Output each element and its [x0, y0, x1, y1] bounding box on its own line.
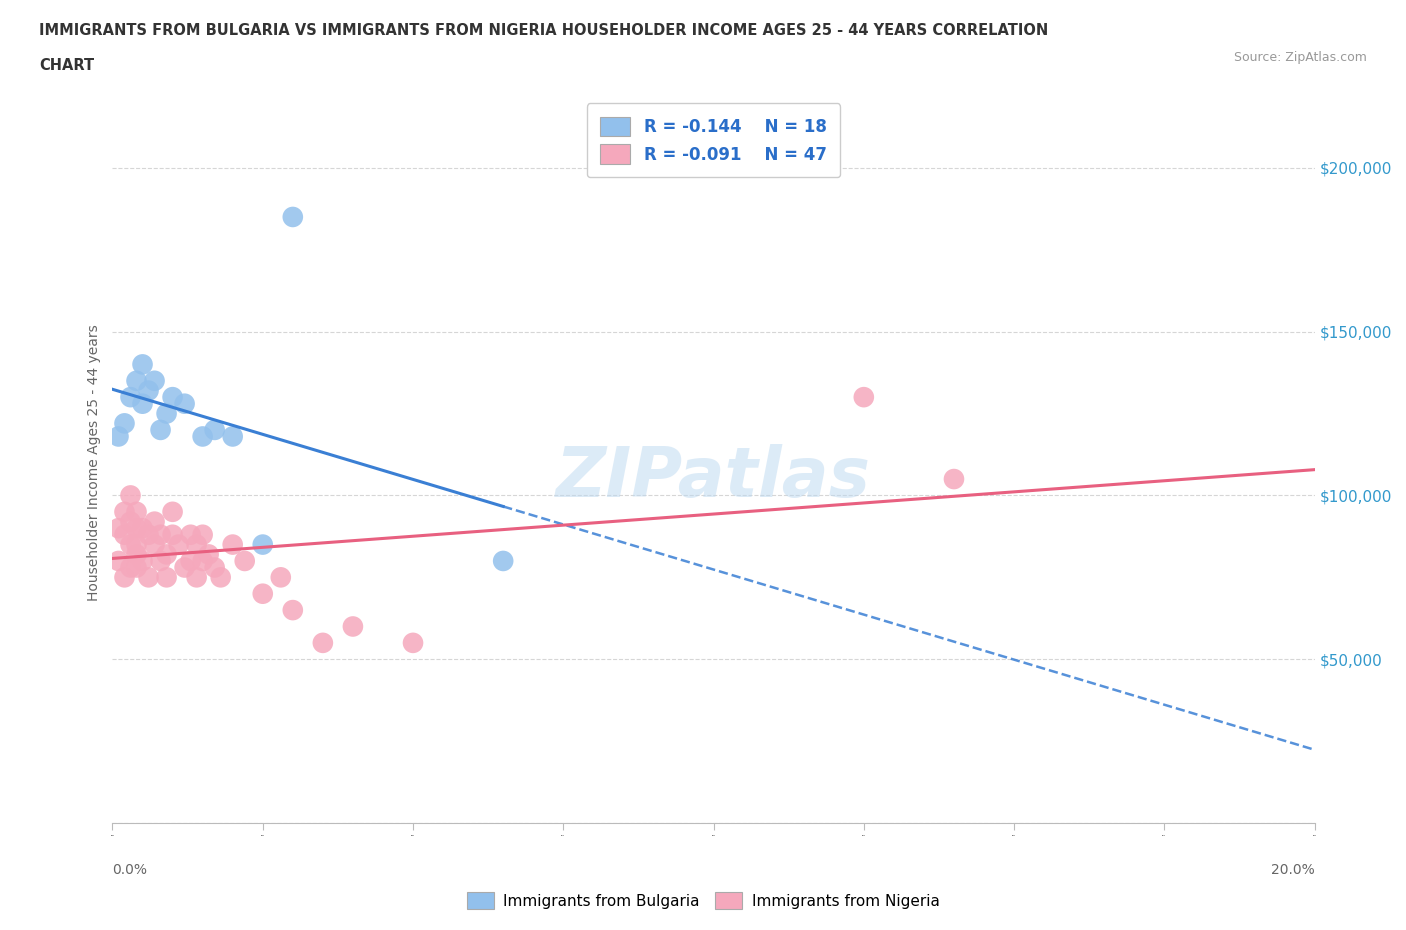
- Point: [155, 570, 177, 585]
- Text: ZIPatlas: ZIPatlas: [555, 444, 872, 511]
- Point: [114, 570, 136, 585]
- Point: [270, 570, 292, 585]
- Point: [120, 488, 142, 503]
- Point: [125, 560, 148, 575]
- Point: [173, 396, 195, 411]
- Point: [107, 429, 129, 444]
- Point: [149, 527, 172, 542]
- Point: [131, 396, 153, 411]
- Point: [125, 521, 148, 536]
- Point: [197, 547, 219, 562]
- Point: [114, 527, 136, 542]
- Point: [143, 373, 166, 388]
- Point: [107, 521, 129, 536]
- Text: IMMIGRANTS FROM BULGARIA VS IMMIGRANTS FROM NIGERIA HOUSEHOLDER INCOME AGES 25 -: IMMIGRANTS FROM BULGARIA VS IMMIGRANTS F…: [39, 23, 1049, 38]
- Point: [252, 586, 274, 601]
- Point: [107, 553, 129, 568]
- Point: [162, 504, 184, 519]
- Text: Source: ZipAtlas.com: Source: ZipAtlas.com: [1233, 51, 1367, 64]
- Point: [125, 373, 148, 388]
- Point: [120, 390, 142, 405]
- Point: [173, 560, 195, 575]
- Point: [191, 553, 214, 568]
- Point: [492, 553, 515, 568]
- Text: 20.0%: 20.0%: [1271, 863, 1315, 877]
- Point: [191, 429, 214, 444]
- Point: [252, 538, 274, 552]
- Point: [114, 504, 136, 519]
- Point: [186, 538, 208, 552]
- Point: [342, 619, 364, 634]
- Point: [120, 514, 142, 529]
- Point: [209, 570, 232, 585]
- Point: [131, 553, 153, 568]
- Point: [180, 553, 202, 568]
- Text: CHART: CHART: [39, 58, 94, 73]
- Point: [143, 538, 166, 552]
- Point: [281, 603, 304, 618]
- Point: [120, 560, 142, 575]
- Point: [138, 383, 160, 398]
- Legend: Immigrants from Bulgaria, Immigrants from Nigeria: Immigrants from Bulgaria, Immigrants fro…: [460, 886, 946, 915]
- Point: [120, 538, 142, 552]
- Point: [125, 538, 148, 552]
- Point: [281, 209, 304, 224]
- Point: [186, 570, 208, 585]
- Point: [162, 527, 184, 542]
- Point: [204, 422, 226, 437]
- Point: [402, 635, 425, 650]
- Point: [114, 416, 136, 431]
- Point: [138, 570, 160, 585]
- Point: [233, 553, 256, 568]
- Point: [204, 560, 226, 575]
- Point: [191, 527, 214, 542]
- Point: [180, 527, 202, 542]
- Y-axis label: Householder Income Ages 25 - 44 years: Householder Income Ages 25 - 44 years: [87, 325, 101, 601]
- Point: [138, 527, 160, 542]
- Legend: R = -0.144    N = 18, R = -0.091    N = 47: R = -0.144 N = 18, R = -0.091 N = 47: [588, 103, 839, 177]
- Point: [852, 390, 875, 405]
- Point: [167, 538, 190, 552]
- Point: [125, 547, 148, 562]
- Point: [149, 553, 172, 568]
- Point: [222, 429, 245, 444]
- Point: [149, 422, 172, 437]
- Point: [131, 357, 153, 372]
- Point: [162, 390, 184, 405]
- Point: [125, 504, 148, 519]
- Point: [143, 514, 166, 529]
- Point: [155, 406, 177, 421]
- Point: [155, 547, 177, 562]
- Point: [312, 635, 335, 650]
- Text: 0.0%: 0.0%: [112, 863, 148, 877]
- Point: [222, 538, 245, 552]
- Point: [131, 521, 153, 536]
- Point: [942, 472, 965, 486]
